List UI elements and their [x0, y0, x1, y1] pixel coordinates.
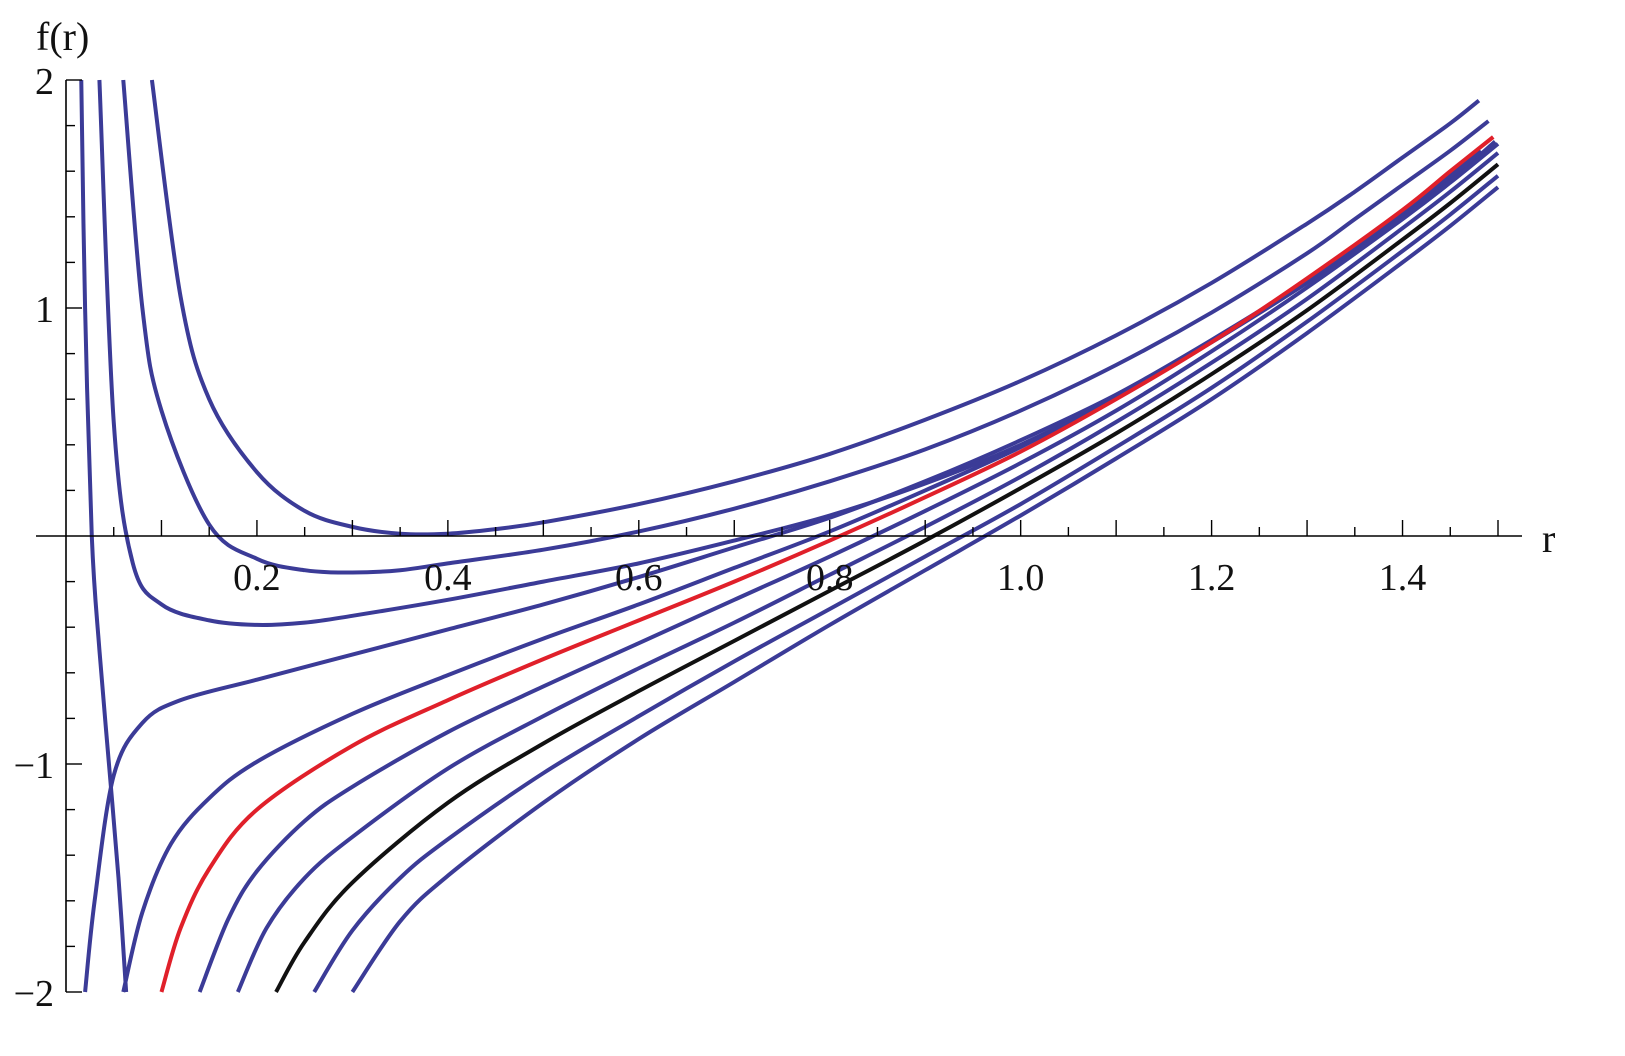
series-line-7: [159, 135, 1495, 993]
ticks-layer: [66, 79, 1499, 993]
y-tick-label: −1: [14, 745, 54, 787]
series-line-12: [350, 185, 1500, 994]
series-line-10: [274, 162, 1500, 993]
axes-layer: 0.2 0.4 0.6 0.8 1.0 1.2 1.4 −2 −1 1 2 r f(r): [14, 14, 1556, 1015]
series-line-4: [149, 79, 1481, 537]
tick-labels-layer: 0.2 0.4 0.6 0.8 1.0 1.2 1.4 −2 −1 1 2: [14, 61, 1427, 1015]
x-tick-label: 0.4: [424, 557, 472, 599]
series-line-11: [312, 174, 1500, 994]
y-tick-label: 2: [35, 61, 54, 103]
series-line-9: [236, 151, 1500, 993]
x-tick-label: 1.2: [1188, 557, 1236, 599]
series-line-1: [79, 79, 129, 993]
y-tick-label: −2: [14, 973, 54, 1015]
series-layer: [79, 79, 1500, 994]
y-tick-label: 1: [35, 289, 54, 331]
series-line-6: [121, 155, 1476, 993]
x-tick-label: 0.2: [233, 557, 281, 599]
x-tick-label: 0.6: [615, 557, 663, 599]
x-tick-label: 1.0: [997, 557, 1045, 599]
x-tick-label: 1.4: [1379, 557, 1427, 599]
x-tick-label: 0.8: [806, 557, 854, 599]
series-line-8: [197, 142, 1500, 993]
x-axis-title: r: [1542, 516, 1555, 561]
y-axis-title: f(r): [36, 14, 89, 59]
series-line-3: [121, 79, 1490, 575]
